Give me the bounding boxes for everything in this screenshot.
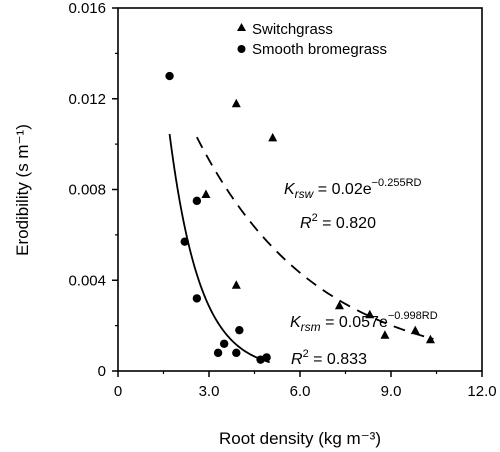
- point-switchgrass-2: [268, 132, 278, 142]
- switchgrass-eq-exp: −0.255RD: [372, 177, 422, 189]
- point-smooth-bromegrass-2: [180, 237, 189, 246]
- y-tick-label-3: 0.012: [68, 91, 106, 108]
- switchgrass-r2-val: = 0.820: [318, 215, 376, 232]
- point-switchgrass-8: [425, 334, 435, 344]
- switchgrass-r2-sup: 2: [312, 212, 318, 224]
- x-tick-label-4: 12.0: [467, 383, 496, 400]
- y-axis-label: Erodibility (s m⁻¹): [13, 124, 32, 256]
- switchgrass-r2: R2 = 0.820: [300, 212, 376, 232]
- x-axis: 0 3.0 6.0 9.0 12.0: [114, 371, 497, 400]
- x-tick-label-3: 9.0: [381, 383, 402, 400]
- bromegrass-r2: R2 = 0.833: [291, 348, 367, 368]
- legend-label-smooth-bromegrass: Smooth bromegrass: [252, 41, 387, 58]
- bromegrass-eq-sub: rsm: [301, 320, 321, 334]
- point-switchgrass-0: [201, 189, 211, 199]
- legend-marker-smooth-bromegrass: [237, 45, 246, 53]
- bromegrass-eq-body: = 0.057e: [321, 314, 388, 331]
- point-switchgrass-4: [334, 300, 344, 310]
- x-tick-label-1: 3.0: [199, 383, 220, 400]
- bromegrass-r2-sup: 2: [303, 348, 309, 360]
- point-smooth-bromegrass-3: [192, 294, 202, 303]
- bromegrass-eq-k: K: [290, 314, 302, 331]
- point-smooth-bromegrass-0: [165, 71, 174, 81]
- legend-marker-switchgrass: [237, 23, 246, 31]
- y-axis: 0 0.004 0.008 0.012 0.016: [68, 0, 118, 380]
- switchgrass-equation: Krsw = 0.02e−0.255RD: [284, 177, 422, 201]
- bromegrass-r2-val: = 0.833: [309, 351, 367, 368]
- y-tick-label-0: 0: [98, 363, 106, 380]
- legend: Switchgrass Smooth bromegrass: [237, 21, 387, 58]
- legend-label-switchgrass: Switchgrass: [252, 21, 333, 38]
- point-switchgrass-3: [231, 280, 241, 289]
- point-switchgrass-1: [231, 98, 241, 108]
- fit-curve-switchgrass: [196, 136, 434, 340]
- bromegrass-equation: Krsm = 0.057e−0.998RD: [290, 310, 438, 334]
- point-smooth-bromegrass-4: [213, 348, 223, 358]
- fit-curve-smooth-bromegrass: [168, 133, 270, 364]
- point-smooth-bromegrass-9: [262, 353, 271, 362]
- fit-curves: [168, 133, 434, 364]
- bromegrass-eq-exp: −0.998RD: [388, 310, 438, 322]
- y-tick-label-1: 0.004: [68, 272, 106, 289]
- data-points: [165, 71, 435, 364]
- switchgrass-eq-k: K: [284, 181, 296, 198]
- y-tick-label-2: 0.008: [68, 182, 106, 199]
- y-tick-label-4: 0.016: [68, 0, 106, 17]
- point-smooth-bromegrass-7: [235, 325, 244, 335]
- switchgrass-r2-r: R: [300, 215, 312, 232]
- x-axis-label: Root density (kg m⁻³): [219, 429, 381, 448]
- point-switchgrass-7: [410, 325, 420, 335]
- point-switchgrass-5: [365, 309, 375, 319]
- x-tick-label-0: 0: [114, 383, 122, 400]
- x-tick-label-2: 6.0: [290, 383, 311, 400]
- switchgrass-eq-sub: rsw: [295, 187, 315, 201]
- point-smooth-bromegrass-5: [219, 339, 229, 348]
- point-smooth-bromegrass-1: [192, 196, 202, 206]
- point-smooth-bromegrass-6: [232, 348, 241, 358]
- bromegrass-r2-r: R: [291, 351, 303, 368]
- point-switchgrass-6: [380, 330, 390, 339]
- switchgrass-eq-body: = 0.02e: [313, 181, 371, 198]
